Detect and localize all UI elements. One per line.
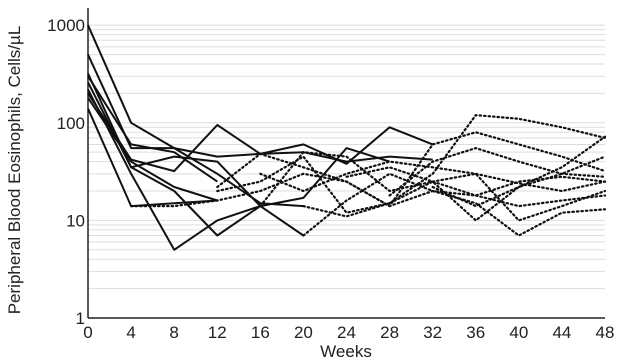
x-tick-label: 36 [466,323,485,342]
y-tick-label: 1000 [47,16,85,35]
x-tick-label: 32 [423,323,442,342]
x-tick-labels: 0 4 8 12 16 20 24 28 32 36 40 44 48 [83,323,614,342]
x-tick-label: 24 [337,323,356,342]
dotted-series-line-10 [130,172,607,208]
dotted-series-line-12 [216,131,607,208]
x-tick-label: 12 [208,323,227,342]
x-tick-label: 0 [83,323,92,342]
dotted-series-line-19 [388,147,607,197]
dotted-series-line-16 [259,160,607,193]
series-lines [87,24,607,251]
solid-series-line-3 [87,75,218,183]
solid-series-line-7 [87,108,218,208]
x-axis-title: Weeks [320,342,372,360]
axes [87,8,605,319]
x-tick-label: 40 [509,323,528,342]
y-tick-label: 1 [76,309,85,328]
x-tick-label: 4 [126,323,135,342]
x-tick-label: 44 [552,323,571,342]
x-tick-label: 8 [169,323,178,342]
x-tick-label: 28 [380,323,399,342]
y-tick-label: 100 [57,114,85,133]
solid-series-line-5 [87,88,304,251]
dotted-series-line-18 [431,135,607,208]
x-tick-label: 16 [251,323,270,342]
x-tick-label: 48 [596,323,615,342]
x-tick-label: 20 [294,323,313,342]
dotted-series-line-11 [216,113,607,214]
y-tick-label: 10 [66,211,85,230]
dotted-series-line-14 [302,172,607,237]
dotted-series-line-17 [345,166,607,208]
dotted-series-line-15 [302,155,607,222]
y-tick-labels: 1 10 100 1000 [47,16,85,328]
solid-series-line-8 [87,97,218,202]
y-axis-title: Peripheral Blood Eosinophils, Cells/µL [5,26,24,315]
